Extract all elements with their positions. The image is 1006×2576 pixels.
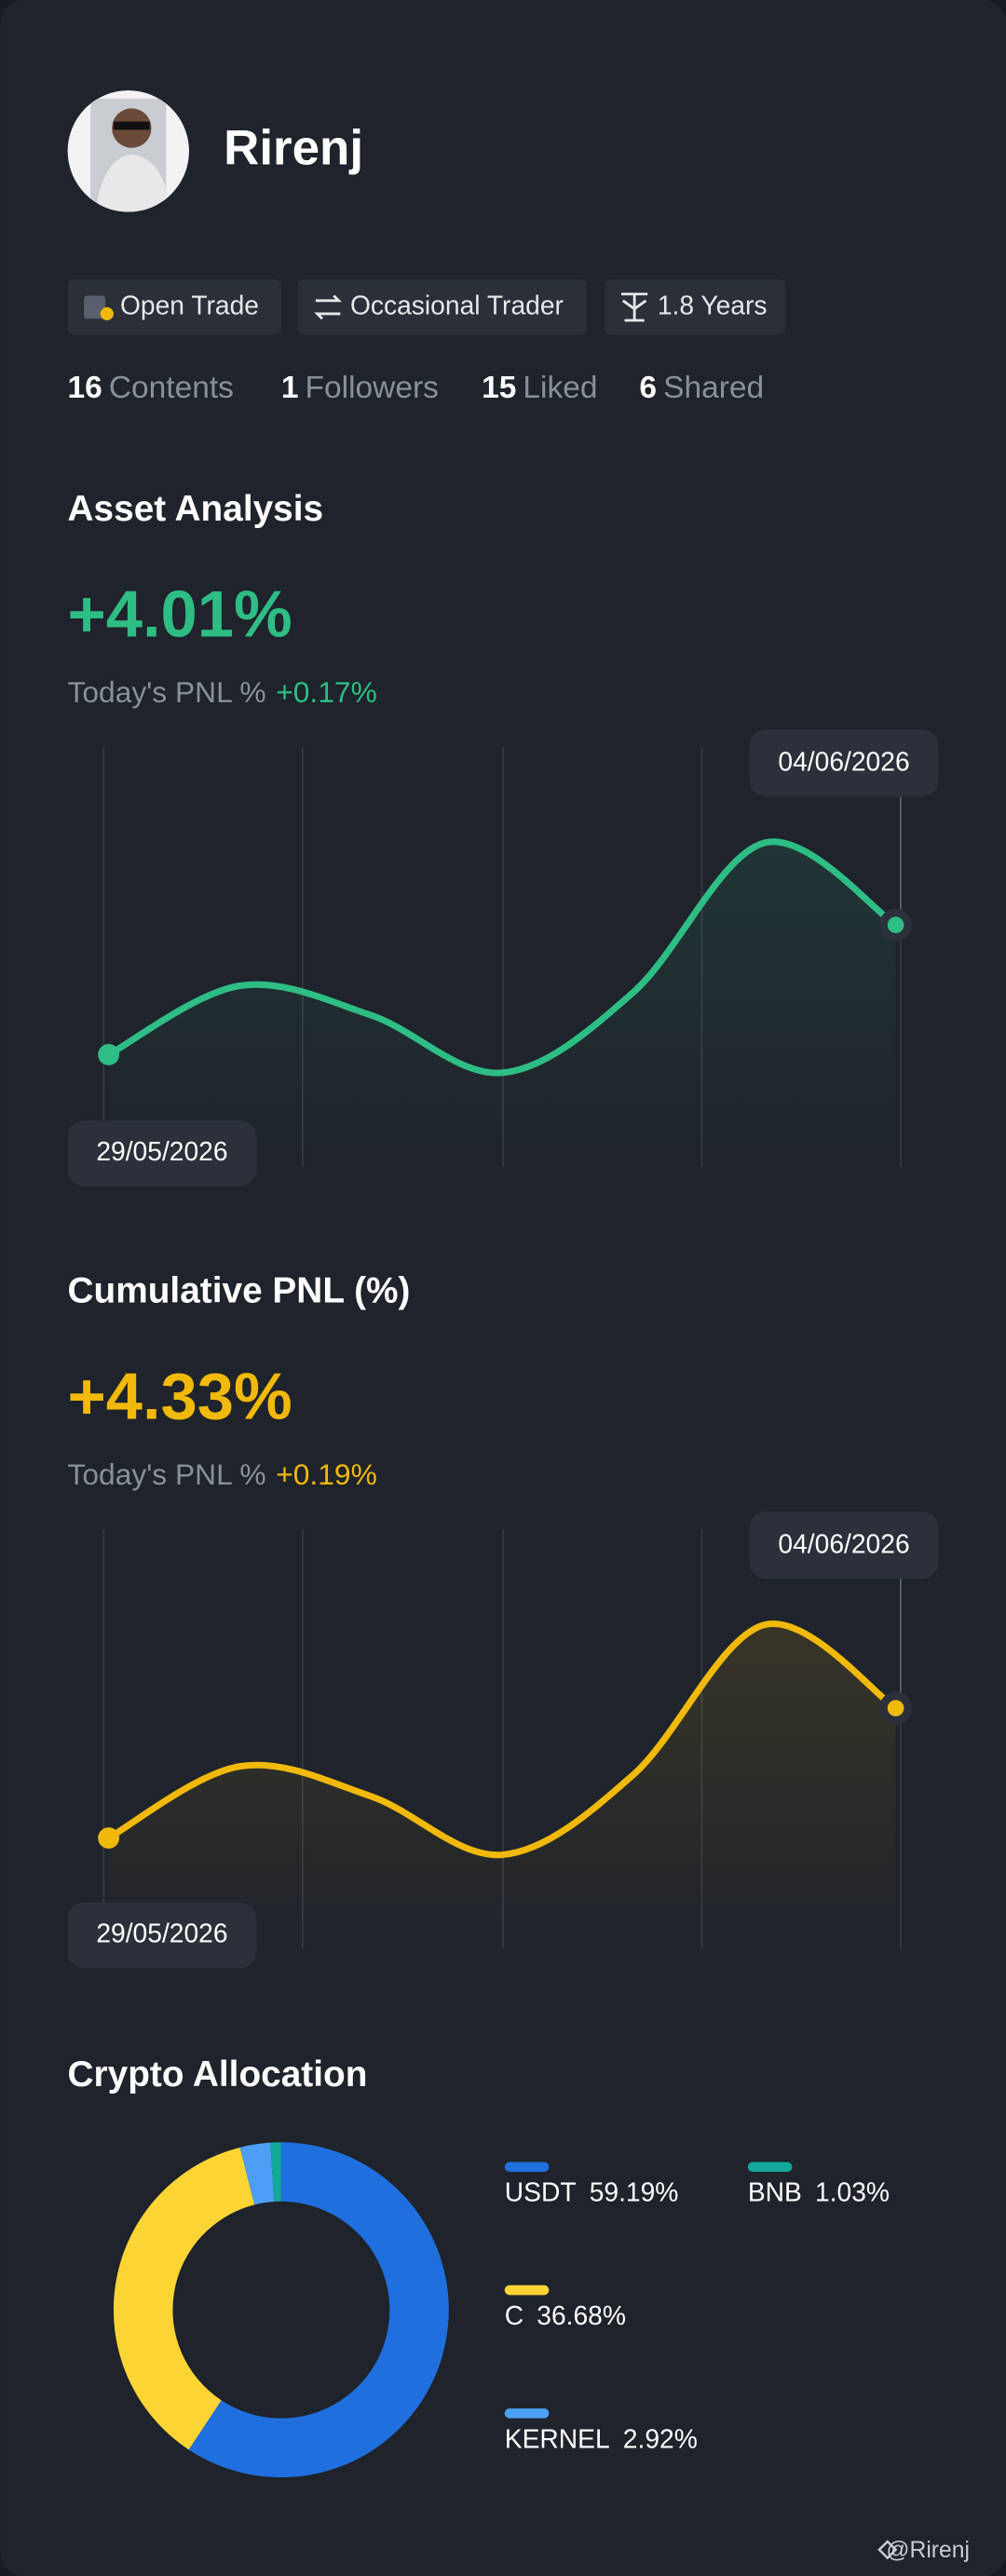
badge-label: Open Trade (120, 290, 259, 319)
donut-segment (113, 2147, 255, 2450)
avatar (67, 90, 190, 212)
legend-swatch (504, 2408, 550, 2419)
legend-swatch (747, 2162, 793, 2173)
stat-count: 16 (68, 371, 102, 405)
stat-count: 15 (482, 371, 516, 405)
stat-label: Liked (523, 371, 597, 405)
legend-swatch (504, 2285, 550, 2296)
brand-icon (877, 2540, 898, 2560)
end-point (887, 1700, 904, 1716)
date-tooltip (749, 1511, 939, 1579)
stat: 1 Followers (281, 371, 439, 405)
section-title: Cumulative PNL (%) (68, 1271, 411, 1311)
stat-count: 1 (281, 371, 299, 405)
area (108, 841, 896, 1167)
legend-name: C (505, 2301, 523, 2331)
badge: Open Trade (67, 278, 281, 335)
start-point (98, 1827, 120, 1850)
today-pnl: Today's PNL % +0.17% (68, 676, 377, 710)
start-date: 29/05/2026 (96, 1918, 227, 1947)
headline-value: +4.01% (68, 577, 292, 651)
end-point (887, 916, 904, 933)
section-title: Crypto Allocation (68, 2054, 368, 2095)
today-pnl-value: +0.17% (276, 676, 377, 710)
stat-label: Followers (306, 371, 439, 405)
legend-value: 1.03% (815, 2177, 890, 2207)
legend-name: BNB (748, 2177, 802, 2207)
line (105, 838, 900, 1077)
stat: 16 Contents (68, 371, 234, 405)
stat: 6 Shared (639, 371, 764, 405)
badge-label: Occasional Trader (350, 290, 564, 319)
legend-swatch (504, 2162, 550, 2173)
start-date: 29/05/2026 (96, 1136, 227, 1166)
donut-segment (270, 2142, 281, 2203)
badge: Occasional Trader (297, 278, 587, 335)
end-date: 04/06/2026 (778, 1528, 909, 1558)
legend-name: USDT (505, 2177, 577, 2207)
user-name: Rirenj (224, 120, 363, 175)
today-pnl: Today's PNL % +0.19% (68, 1457, 377, 1491)
legend-entry: BNB 1.03% (748, 2177, 890, 2207)
badge-label: 1.8 Years (658, 290, 768, 319)
start-point (98, 1043, 120, 1065)
today-pnl-value: +0.19% (276, 1457, 377, 1491)
stat-label: Shared (663, 371, 764, 405)
date-tooltip (749, 729, 939, 797)
donut-segment (239, 2142, 275, 2205)
section-title: Asset Analysis (68, 489, 324, 529)
legend-entry: USDT 59.19% (505, 2177, 679, 2207)
footer-handle: @Rirenj (886, 2538, 970, 2563)
date-tooltip (67, 1120, 257, 1186)
headline-value: +4.33% (68, 1359, 292, 1432)
line (105, 1620, 900, 1859)
today-pnl-label: Today's PNL % (68, 1457, 266, 1491)
legend-name: KERNEL (505, 2424, 610, 2454)
date-tooltip (67, 1902, 257, 1969)
stat-count: 6 (639, 371, 657, 405)
legend-value: 2.92% (623, 2424, 698, 2454)
badge: 1.8 Years (605, 278, 786, 335)
stat-label: Contents (109, 371, 234, 405)
legend-entry: C 36.68% (505, 2301, 626, 2331)
area (108, 1623, 896, 1949)
today-pnl-label: Today's PNL % (68, 676, 266, 710)
legend-value: 59.19% (590, 2177, 679, 2207)
donut-segment (188, 2142, 449, 2478)
stat: 15 Liked (482, 371, 597, 405)
legend-entry: KERNEL 2.92% (505, 2424, 698, 2454)
end-date: 04/06/2026 (778, 747, 909, 777)
legend-value: 36.68% (537, 2301, 626, 2331)
